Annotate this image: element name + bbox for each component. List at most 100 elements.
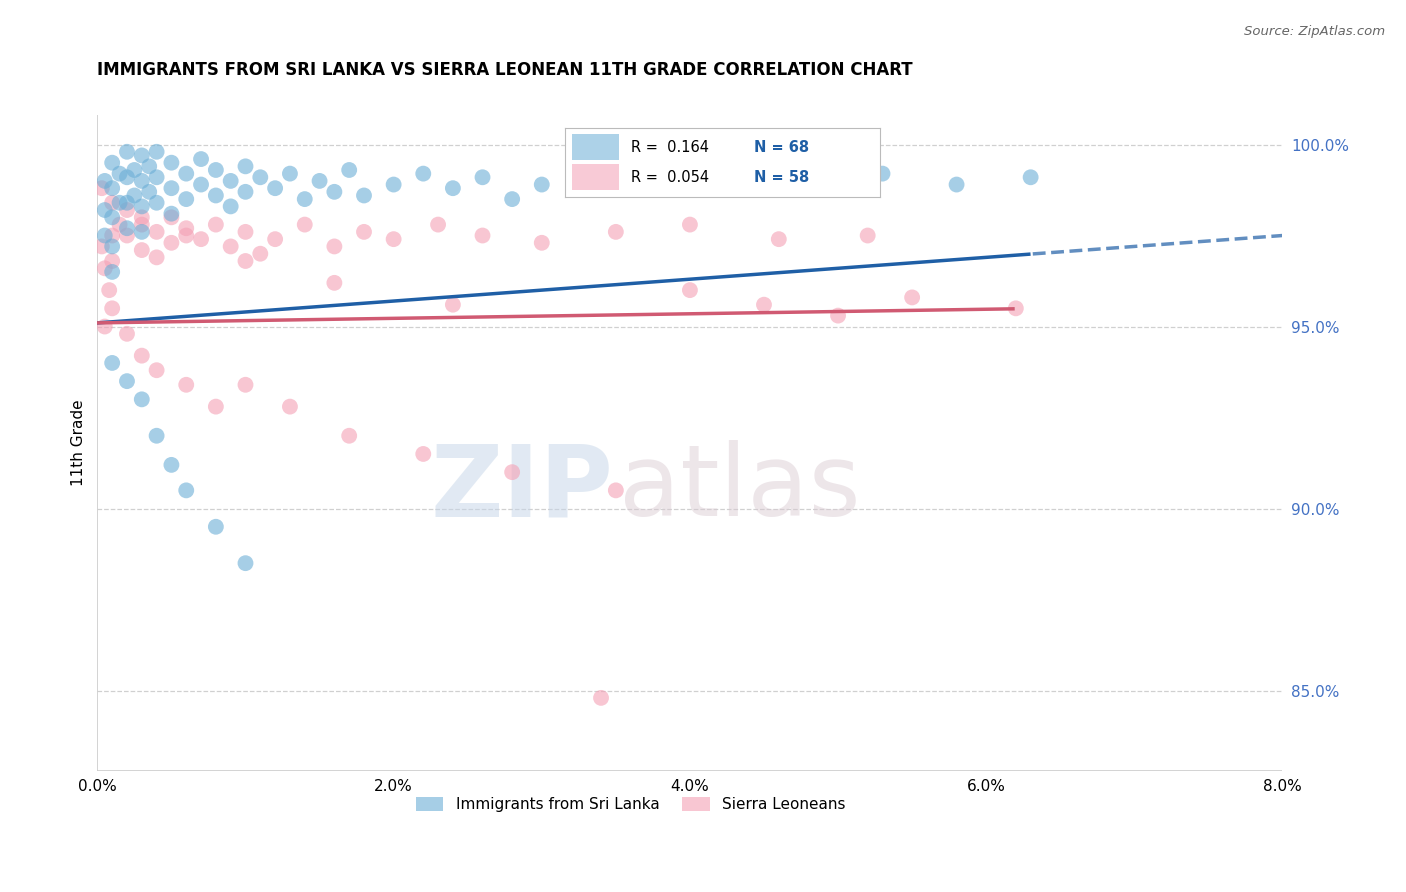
Point [160, 207, 183, 221]
Point [115, 374, 138, 388]
Point [101, 155, 124, 169]
Point [160, 155, 183, 169]
Point [98, 283, 121, 297]
Point [160, 235, 183, 250]
Point [101, 239, 124, 253]
Point [679, 218, 702, 232]
Point [278, 400, 301, 414]
Point [101, 356, 124, 370]
Point [1019, 170, 1042, 185]
Point [235, 556, 257, 570]
Point [205, 163, 228, 178]
Point [115, 202, 138, 217]
Point [738, 163, 761, 178]
Point [412, 447, 434, 461]
Point [219, 174, 242, 188]
Point [323, 276, 346, 290]
Point [605, 483, 627, 498]
Point [145, 225, 167, 239]
Point [174, 483, 197, 498]
Point [131, 243, 153, 257]
Point [249, 170, 271, 185]
Point [174, 192, 197, 206]
Point [160, 458, 183, 472]
Point [115, 170, 138, 185]
Point [872, 167, 894, 181]
Point [294, 192, 316, 206]
Point [264, 181, 287, 195]
Point [323, 239, 346, 253]
Point [278, 167, 301, 181]
Point [235, 254, 257, 268]
Point [90, 239, 112, 253]
Point [160, 181, 183, 195]
Point [501, 192, 523, 206]
Point [264, 232, 287, 246]
Point [145, 251, 167, 265]
Point [115, 221, 138, 235]
Point [337, 163, 360, 178]
Point [160, 211, 183, 225]
Point [249, 246, 271, 260]
Point [856, 228, 879, 243]
Point [235, 225, 257, 239]
Point [768, 232, 790, 246]
Point [145, 429, 167, 443]
Point [94, 174, 117, 188]
Point [131, 349, 153, 363]
Point [190, 178, 212, 192]
Point [353, 188, 375, 202]
Point [145, 363, 167, 377]
Point [108, 218, 131, 232]
Point [94, 202, 117, 217]
Point [501, 465, 523, 479]
Point [138, 159, 160, 173]
Point [115, 326, 138, 341]
Point [235, 377, 257, 392]
Point [294, 218, 316, 232]
Point [219, 239, 242, 253]
Point [575, 167, 598, 181]
Point [131, 225, 153, 239]
Point [101, 195, 124, 210]
Point [427, 218, 450, 232]
Point [115, 228, 138, 243]
Point [620, 181, 643, 195]
Point [174, 221, 197, 235]
Point [131, 148, 153, 162]
Point [308, 174, 330, 188]
Point [145, 170, 167, 185]
Point [131, 392, 153, 407]
Point [174, 228, 197, 243]
Point [382, 178, 405, 192]
Text: atlas: atlas [619, 441, 860, 537]
Point [441, 298, 464, 312]
Point [190, 152, 212, 166]
Point [605, 225, 627, 239]
Point [190, 232, 212, 246]
Point [94, 228, 117, 243]
Point [441, 181, 464, 195]
Point [679, 283, 702, 297]
Point [530, 235, 553, 250]
Point [94, 261, 117, 276]
Point [131, 218, 153, 232]
Point [827, 309, 849, 323]
Point [115, 195, 138, 210]
Point [752, 298, 775, 312]
Point [797, 181, 820, 195]
Point [382, 232, 405, 246]
Point [235, 185, 257, 199]
Text: IMMIGRANTS FROM SRI LANKA VS SIERRA LEONEAN 11TH GRADE CORRELATION CHART: IMMIGRANTS FROM SRI LANKA VS SIERRA LEON… [97, 62, 912, 79]
Point [138, 185, 160, 199]
Point [1004, 301, 1026, 316]
Point [412, 167, 434, 181]
Y-axis label: 11th Grade: 11th Grade [72, 400, 86, 486]
Point [124, 163, 146, 178]
Point [174, 377, 197, 392]
Point [101, 254, 124, 268]
Point [945, 178, 967, 192]
Point [205, 520, 228, 534]
Point [219, 199, 242, 213]
Point [145, 145, 167, 159]
